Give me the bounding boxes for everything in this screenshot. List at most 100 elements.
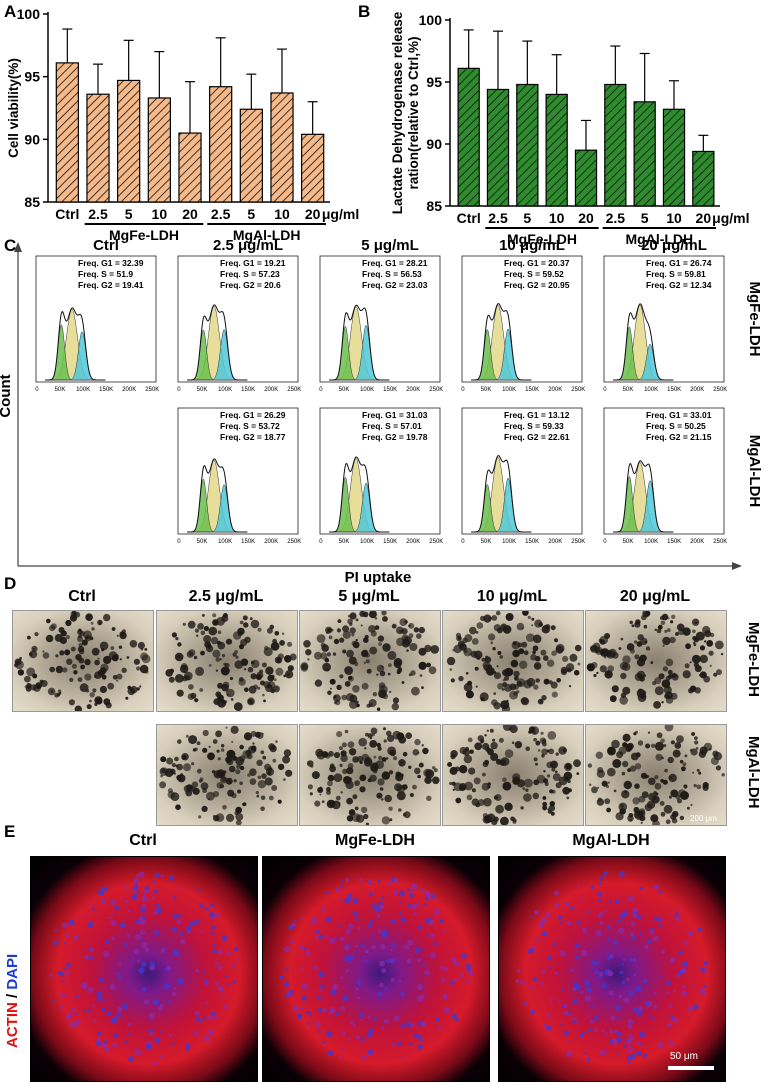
x-tick-label: 200K: [406, 387, 420, 393]
nuclei-dots: [279, 877, 474, 1060]
bar: [545, 93, 568, 207]
count-axis-arrow: [14, 242, 22, 252]
bright-field-image: [12, 610, 154, 712]
x-tick-label: 50K: [481, 539, 492, 545]
panel-letter-e: E: [4, 822, 16, 841]
group-label: MgFe-LDH: [109, 227, 179, 243]
pi-axis-arrow: [732, 562, 742, 570]
bar: [692, 150, 715, 207]
category-label: 10: [274, 206, 290, 222]
category-label: Ctrl: [55, 206, 79, 222]
nuclei-dots: [49, 871, 241, 1066]
column-title: MgAl-LDH: [572, 832, 650, 849]
bar-chart-cell-viability: 85 90 95 100 Cell viability(%) Ctrl 2.5 5 10 20 2.…: [6, 6, 359, 243]
x-tick-label: 50K: [481, 387, 492, 393]
y-tick-label: 85: [426, 198, 442, 214]
y-axis-label: Cell viability(%): [6, 58, 21, 158]
y-axis-label: Lactate Dehydrogenase release: [390, 11, 405, 214]
flow-cytometry-panel: Count PI uptake Ctrl 2.5 μg/mL 5 μg/mL 10 μg/…: [0, 237, 763, 586]
freq-label: Freq. S = 57.23: [220, 269, 280, 279]
row-label: MgFe-LDH: [746, 282, 763, 357]
x-tick-label: 150K: [525, 387, 539, 393]
histogram-line: [471, 455, 532, 533]
x-tick-label: 250K: [571, 387, 585, 393]
y-tick-label: 85: [24, 194, 40, 210]
x-tick-label: 250K: [145, 387, 159, 393]
x-tick-label: 0: [461, 539, 465, 545]
category-label: 5: [523, 210, 531, 226]
category-label: 10: [549, 210, 565, 226]
bar: [86, 93, 110, 203]
y-tick-label: 100: [17, 6, 41, 22]
group-label: MgFe-LDH: [507, 231, 577, 247]
freq-label: Freq. S = 51.9: [78, 269, 133, 279]
freq-label: Freq. G2 = 20.95: [504, 280, 570, 290]
plot-frame: [603, 255, 725, 383]
y-axis-label: ration(relative to Ctrl,%): [406, 36, 421, 189]
x-tick-label: 50K: [623, 539, 634, 545]
bar-chart-ldh-release: 85 90 95 100 Lactate Dehydrogenase release ra…: [390, 11, 749, 247]
spheroid-speckles: [14, 611, 151, 711]
fluorescence-image: [30, 856, 258, 1082]
y-tick-label: 90: [426, 136, 442, 152]
freq-label: Freq. S = 59.33: [504, 421, 564, 431]
histogram-line: [613, 460, 674, 533]
plot-frame: [319, 407, 441, 535]
bright-field-image: [299, 610, 441, 712]
bar: [486, 88, 510, 207]
plot-frame: [319, 255, 441, 383]
category-label: 5: [641, 210, 649, 226]
stain-label: ACTIN / DAPI: [4, 954, 21, 1048]
freq-label: Freq. G2 = 23.03: [362, 280, 428, 290]
column-title: 5 μg/mL: [338, 588, 400, 605]
freq-label: Freq. G1 = 26.74: [646, 258, 712, 268]
freq-label: Freq. S = 50.25: [646, 421, 706, 431]
count-label: Count: [0, 374, 14, 417]
y-tick-label: 90: [24, 131, 40, 147]
x-tick-label: 100K: [360, 539, 374, 545]
freq-label: Freq. G2 = 21.15: [646, 432, 712, 442]
x-tick-label: 100K: [76, 387, 90, 393]
x-tick-label: 100K: [502, 539, 516, 545]
plot-frame: [177, 255, 299, 383]
freq-label: Freq. G1 = 28.21: [362, 258, 428, 268]
freq-label: Freq. S = 57.01: [362, 421, 422, 431]
freq-label: Freq. G1 = 13.12: [504, 410, 570, 420]
plot-frame: [461, 407, 583, 535]
freq-label: Freq. G1 = 33.01: [646, 410, 712, 420]
x-tick-label: 200K: [690, 387, 704, 393]
column-title: 20 μg/mL: [641, 237, 707, 254]
freq-label: Freq. S = 53.72: [220, 421, 280, 431]
bar: [604, 83, 627, 207]
column-title: MgFe-LDH: [335, 832, 415, 849]
category-label: 20: [696, 210, 712, 226]
category-label: 20: [578, 210, 594, 226]
freq-label: Freq. G2 = 18.77: [220, 432, 286, 442]
x-tick-label: 200K: [122, 387, 136, 393]
freq-label: Freq. G1 = 32.39: [78, 258, 144, 268]
category-label: 2.5: [606, 210, 626, 226]
histogram-line: [471, 303, 532, 381]
bright-field-image: [156, 610, 298, 712]
x-tick-label: 200K: [548, 387, 562, 393]
x-tick-label: 0: [177, 539, 181, 545]
spheroid-speckles: [587, 725, 725, 825]
column-title: Ctrl: [68, 588, 96, 605]
column-title: Ctrl: [93, 237, 119, 254]
panel-letter-a: A: [4, 2, 17, 21]
bar: [633, 101, 656, 207]
unit-label: μg/ml: [322, 206, 359, 222]
stain-separator: /: [4, 989, 21, 1003]
bright-field-panel: Ctrl 2.5 μg/mL 5 μg/mL 10 μg/mL 20 μg/mL MgFe…: [0, 586, 765, 826]
bar: [147, 97, 171, 203]
histogram-line: [187, 458, 248, 533]
pi-uptake-label: PI uptake: [345, 569, 412, 586]
category-label: 2.5: [211, 206, 231, 222]
y-tick-label: 95: [426, 74, 442, 90]
histogram-line: [45, 307, 106, 381]
bar: [178, 132, 202, 203]
